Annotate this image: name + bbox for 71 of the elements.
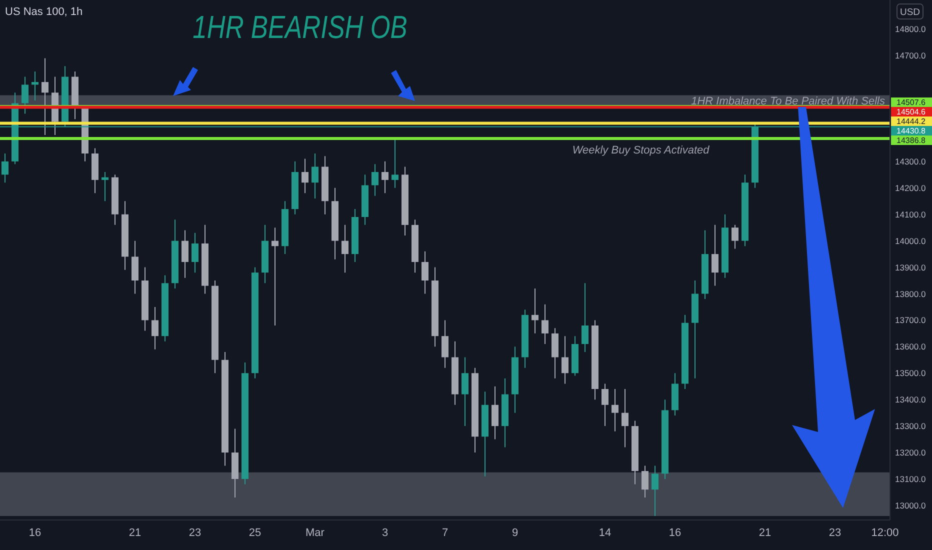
y-tick-label: 13100.0 (895, 474, 926, 484)
y-tick-label: 13500.0 (895, 368, 926, 378)
x-tick-label: 9 (512, 526, 518, 539)
x-tick-label: 21 (128, 526, 142, 539)
x-tick-label: 14 (598, 526, 612, 539)
y-tick-label: 13000.0 (895, 500, 926, 510)
candlestick (182, 230, 188, 278)
y-tick-label: 13900.0 (895, 262, 926, 272)
y-tick-label: 14800.0 (895, 24, 926, 34)
candlestick (42, 58, 48, 136)
candlestick (102, 172, 108, 202)
candlestick (22, 76, 28, 114)
candlestick (642, 465, 648, 498)
candlestick (622, 388, 628, 448)
candlestick (152, 306, 158, 350)
x-tick-label: 16 (668, 526, 682, 539)
x-tick-label: 23 (828, 526, 842, 539)
y-tick-label: 14200.0 (895, 182, 926, 193)
y-tick-label: 14300.0 (895, 156, 926, 166)
x-tick-label: 7 (442, 526, 448, 539)
y-tick-label: 13400.0 (895, 394, 926, 405)
candlestick (392, 137, 398, 188)
candlestick (652, 465, 658, 517)
band-label: 1HR Imbalance To Be Paired With Sells (691, 95, 886, 108)
ref-line-label: 14386.8 (896, 136, 926, 146)
x-tick-label: 3 (382, 526, 388, 539)
candlestick (732, 224, 738, 250)
candlestick (192, 232, 198, 274)
ref-line-label: 14444.2 (896, 117, 926, 126)
candlestick (442, 320, 448, 368)
y-tick-label: 13600.0 (895, 342, 926, 352)
x-tick-label: 12:00 (871, 526, 899, 539)
candlestick (562, 336, 568, 384)
ref-line-label: 14507.6 (896, 98, 926, 108)
candlestick (602, 383, 608, 427)
candlestick (532, 288, 538, 334)
text: US Nas 100, 1h (5, 6, 83, 18)
annotation: 1HR BEARISH OB (192, 10, 408, 46)
candlestick (542, 304, 548, 345)
candlestick (462, 356, 468, 427)
text: USD (900, 7, 920, 18)
x-tick-label: 21 (758, 526, 772, 539)
candlestick (582, 282, 588, 352)
x-tick-label: 23 (188, 526, 202, 539)
ref-line-label: 14430.8 (896, 126, 926, 136)
candlestick (302, 158, 308, 194)
candlestick (422, 250, 428, 294)
candlestick (552, 328, 558, 379)
candlestick (382, 160, 388, 194)
x-tick-label: Mar (306, 526, 325, 539)
candlestick (2, 152, 8, 184)
y-tick-label: 13300.0 (895, 421, 926, 432)
candlestick (132, 240, 138, 294)
y-tick-label: 14000.0 (895, 236, 926, 246)
candlestick (32, 70, 38, 102)
candlestick (312, 152, 318, 199)
y-tick-label: 13700.0 (895, 315, 926, 326)
ref-line-label: 14504.6 (896, 108, 926, 117)
x-tick-label: 16 (28, 526, 42, 539)
y-tick-label: 13200.0 (895, 448, 926, 458)
candlestick (372, 164, 378, 196)
candlestick (492, 386, 498, 440)
candlestick (272, 227, 278, 326)
x-tick-label: 25 (248, 526, 262, 539)
candlestick (612, 388, 618, 432)
annotation: Weekly Buy Stops Activated (572, 144, 710, 156)
candlestick (342, 224, 348, 274)
candlestick (712, 224, 718, 286)
y-tick-label: 14100.0 (895, 209, 926, 220)
y-tick-label: 13800.0 (895, 288, 926, 299)
y-tick-label: 14700.0 (895, 50, 926, 61)
